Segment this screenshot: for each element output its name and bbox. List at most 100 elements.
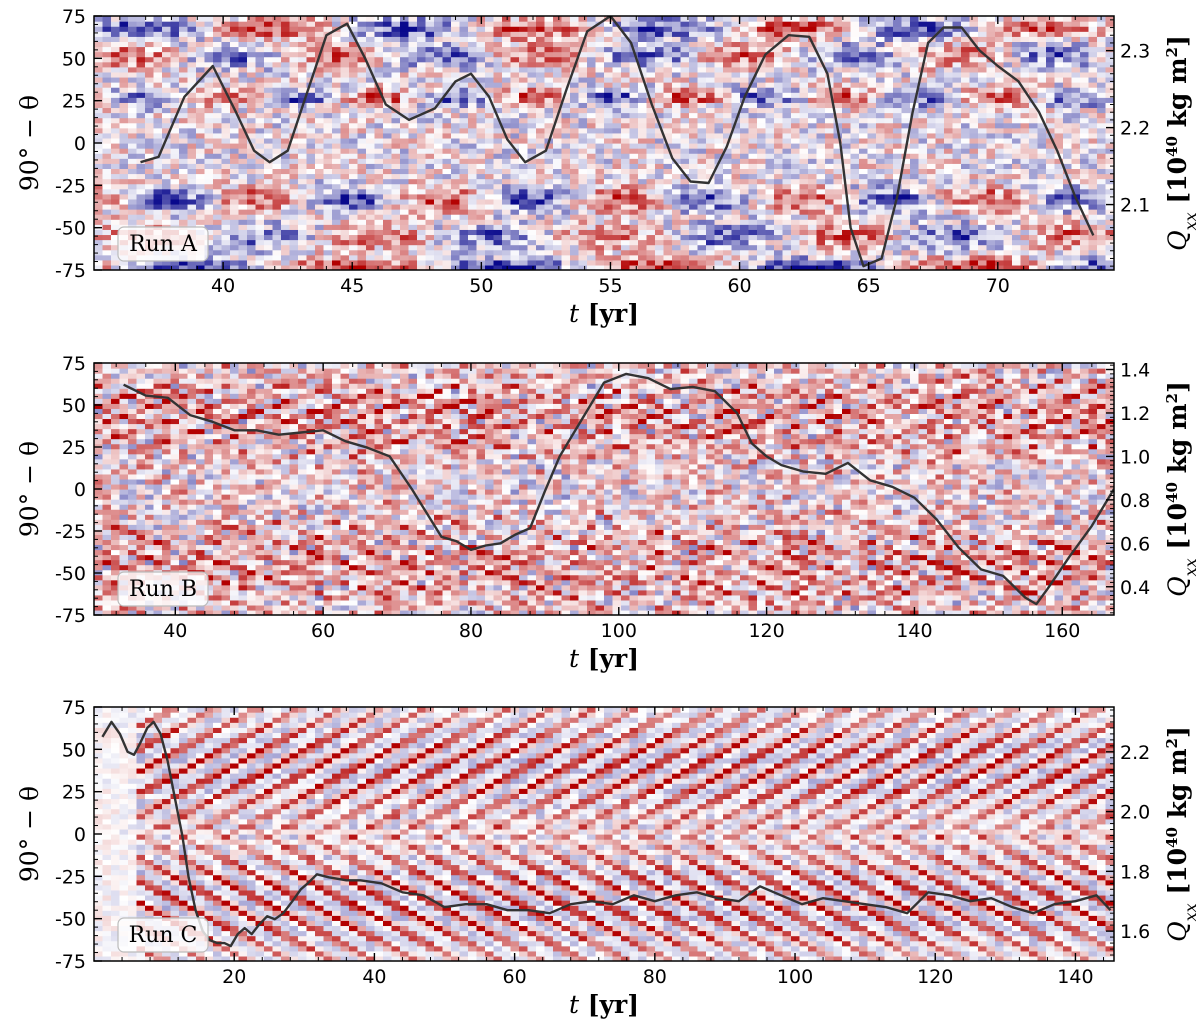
heatmap-cell [493, 36, 503, 42]
heatmap-cell [510, 46, 520, 53]
heatmap-cell [884, 31, 894, 37]
heatmap-cell [765, 122, 775, 129]
heatmap-cell [366, 229, 376, 236]
heatmap-cell [102, 239, 112, 246]
heatmap-cell [459, 107, 469, 114]
heatmap-cell [757, 127, 767, 134]
heatmap-cell [553, 132, 563, 139]
heatmap-cell [901, 188, 911, 195]
heatmap-cell [850, 203, 860, 210]
heatmap-cell [391, 259, 401, 266]
heatmap-cell [204, 137, 214, 144]
heatmap-cell [842, 41, 852, 48]
heatmap-cell [774, 87, 784, 93]
heatmap-cell [867, 46, 877, 53]
heatmap-cell [298, 244, 308, 251]
heatmap-cell [153, 112, 163, 119]
heatmap-cell [910, 203, 920, 210]
heatmap-cell [391, 137, 401, 144]
heatmap-cell [876, 198, 886, 205]
heatmap-cell [221, 153, 231, 159]
heatmap-cell [680, 26, 690, 32]
heatmap-cell [935, 97, 945, 103]
heatmap-cell [281, 107, 291, 114]
heatmap-cell [910, 46, 920, 53]
heatmap-cell [272, 193, 282, 200]
heatmap-cell [621, 249, 631, 256]
heatmap-cell [536, 173, 546, 180]
heatmap-cell [663, 132, 673, 139]
heatmap-cell [672, 209, 682, 215]
heatmap-cell [451, 203, 461, 210]
heatmap-cell [493, 229, 503, 236]
heatmap-cell [723, 61, 733, 68]
heatmap-cell [876, 264, 886, 270]
heatmap-cell [366, 143, 376, 149]
heatmap-cell [646, 117, 656, 124]
heatmap-cell [816, 259, 826, 266]
heatmap-cell [621, 112, 631, 119]
heatmap-cell [850, 143, 860, 149]
heatmap-cell [561, 183, 571, 190]
heatmap-cell [417, 249, 427, 256]
heatmap-cell [655, 203, 665, 210]
heatmap-cell [791, 203, 801, 210]
heatmap-cell [884, 92, 894, 98]
heatmap-cell [340, 71, 350, 78]
heatmap-cell [629, 61, 639, 68]
heatmap-cell [425, 178, 435, 185]
heatmap-cell [247, 92, 257, 98]
heatmap-cell [502, 148, 512, 154]
heatmap-cell [417, 31, 427, 37]
heatmap-cell [170, 132, 180, 139]
heatmap-cell [179, 178, 189, 185]
heatmap-cell [281, 259, 291, 266]
heatmap-cell [349, 209, 359, 215]
heatmap-cell [655, 224, 665, 230]
heatmap-cell [706, 102, 716, 109]
heatmap-cell [153, 148, 163, 154]
heatmap-cell [901, 224, 911, 230]
heatmap-cell [323, 71, 333, 78]
heatmap-cell [527, 203, 537, 210]
heatmap-cell [340, 259, 350, 266]
heatmap-cell [400, 51, 410, 58]
heatmap-cell [799, 41, 809, 48]
heatmap-cell [714, 21, 724, 27]
heatmap-cell [400, 239, 410, 246]
heatmap-cell [340, 41, 350, 48]
heatmap-cell [451, 198, 461, 205]
heatmap-cell [485, 173, 495, 180]
heatmap-cell [578, 249, 588, 256]
heatmap-cell [204, 244, 214, 251]
heatmap-cell [306, 132, 316, 139]
heatmap-cell [366, 112, 376, 119]
heatmap-cell [408, 41, 418, 48]
heatmap-cell [230, 234, 240, 241]
heatmap-cell [519, 31, 529, 37]
heatmap-cell [714, 224, 724, 230]
heatmap-cell [910, 163, 920, 169]
heatmap-cell [927, 51, 937, 58]
heatmap-cell [808, 122, 818, 129]
heatmap-cell [102, 178, 112, 185]
heatmap-cell [162, 87, 172, 93]
heatmap-cell [238, 168, 248, 175]
heatmap-cell [578, 36, 588, 42]
heatmap-cell [417, 234, 427, 241]
heatmap-cell [213, 234, 223, 241]
heatmap-cell [187, 122, 197, 129]
heatmap-cell [859, 163, 869, 169]
heatmap-cell [697, 127, 707, 134]
heatmap-cell [638, 41, 648, 48]
heatmap-cell [893, 26, 903, 32]
heatmap-cell [264, 31, 274, 37]
heatmap-cell [357, 112, 367, 119]
heatmap-cell [383, 188, 393, 195]
heatmap-cell [672, 173, 682, 180]
heatmap-cell [417, 97, 427, 103]
heatmap-cell [374, 137, 384, 144]
heatmap-cell [655, 198, 665, 205]
heatmap-cell [289, 209, 299, 215]
heatmap-cell [383, 234, 393, 241]
